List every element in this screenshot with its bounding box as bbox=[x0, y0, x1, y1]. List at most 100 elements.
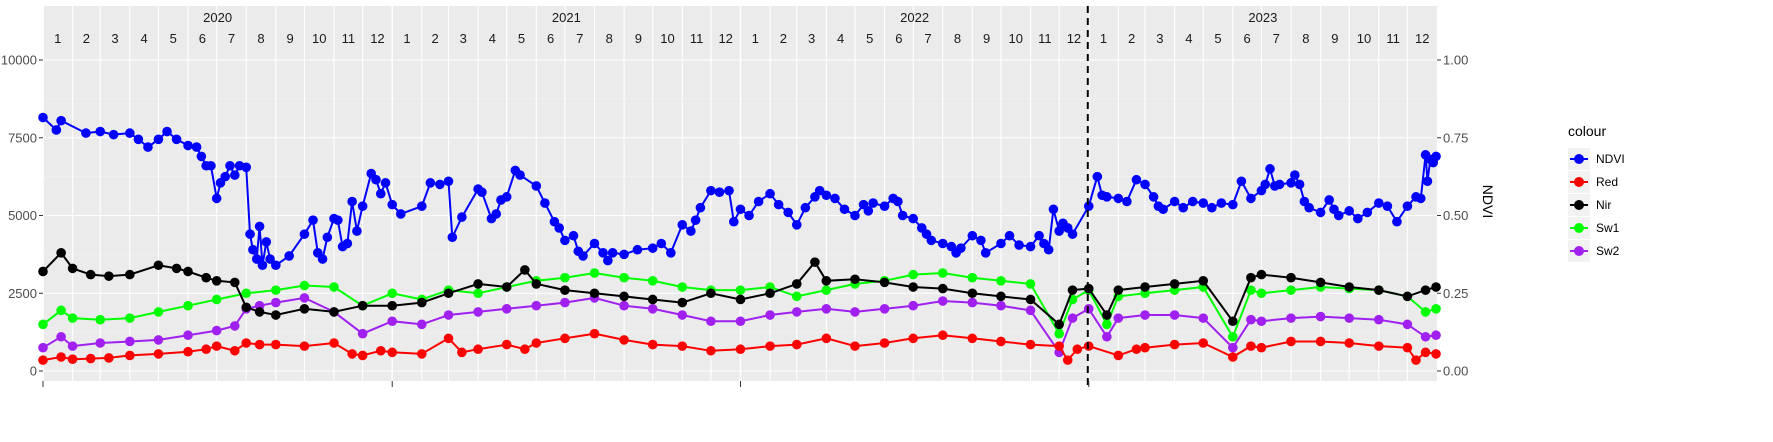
data-point bbox=[714, 187, 725, 197]
data-point bbox=[329, 338, 339, 348]
data-point bbox=[690, 215, 701, 225]
left-axis-tick-label: 0 bbox=[30, 364, 37, 379]
data-point bbox=[443, 310, 454, 320]
data-point bbox=[329, 307, 339, 317]
data-point bbox=[1178, 202, 1188, 213]
data-point bbox=[196, 151, 207, 162]
strip-month-label: 2 bbox=[780, 31, 787, 46]
strip-month-label: 10 bbox=[660, 31, 674, 46]
data-point bbox=[1113, 350, 1124, 361]
data-point bbox=[540, 198, 550, 208]
data-point bbox=[1431, 349, 1441, 359]
data-point bbox=[765, 288, 775, 299]
data-point bbox=[677, 341, 688, 351]
data-point bbox=[724, 185, 734, 196]
data-point bbox=[765, 188, 775, 199]
legend-item-ndvi: NDVI bbox=[1568, 148, 1625, 170]
data-point bbox=[396, 209, 406, 219]
data-point bbox=[773, 199, 784, 210]
data-point bbox=[1392, 216, 1402, 227]
strip-month-label: 1 bbox=[54, 31, 61, 46]
right-axis-tick-label: 1.00 bbox=[1443, 53, 1468, 68]
data-point bbox=[387, 288, 398, 299]
strip-month-label: 9 bbox=[287, 31, 294, 46]
data-point bbox=[229, 277, 240, 288]
data-point bbox=[1092, 171, 1103, 182]
strip-month-label: 4 bbox=[837, 31, 844, 46]
data-point bbox=[162, 126, 172, 137]
data-point bbox=[1131, 344, 1142, 355]
data-point bbox=[38, 266, 48, 277]
strip-month-label: 3 bbox=[460, 31, 467, 46]
data-point bbox=[457, 212, 467, 222]
data-point bbox=[531, 300, 542, 311]
data-point bbox=[619, 249, 629, 260]
data-point bbox=[1286, 272, 1296, 283]
data-point bbox=[1228, 331, 1238, 342]
data-point bbox=[850, 307, 860, 317]
data-point bbox=[153, 349, 164, 359]
data-point bbox=[879, 277, 890, 288]
data-point bbox=[1131, 174, 1142, 185]
data-point bbox=[893, 196, 903, 207]
data-point bbox=[317, 254, 328, 264]
data-point bbox=[1256, 269, 1267, 280]
data-point bbox=[996, 291, 1006, 302]
data-point bbox=[1228, 342, 1238, 353]
strip-year-label: 2021 bbox=[552, 10, 581, 25]
strip-month-label: 7 bbox=[924, 31, 931, 46]
strip-month-label: 8 bbox=[606, 31, 613, 46]
data-point bbox=[1431, 330, 1441, 341]
right-axis-tick-label: 0.00 bbox=[1443, 364, 1468, 379]
data-point bbox=[1420, 347, 1431, 358]
data-point bbox=[879, 304, 890, 314]
data-point bbox=[171, 134, 182, 145]
data-point bbox=[220, 171, 231, 182]
right-axis-tick-label: 0.25 bbox=[1443, 286, 1468, 301]
data-point bbox=[647, 304, 658, 314]
data-point bbox=[1315, 311, 1326, 322]
strip-month-label: 4 bbox=[489, 31, 496, 46]
left-axis-tick-label: 10000 bbox=[1, 53, 37, 68]
data-point bbox=[211, 341, 222, 351]
data-point bbox=[868, 198, 878, 208]
data-point bbox=[254, 307, 265, 317]
data-point bbox=[647, 276, 658, 286]
data-point bbox=[491, 209, 502, 219]
data-point bbox=[980, 248, 991, 258]
data-point bbox=[814, 185, 825, 196]
data-point bbox=[821, 285, 832, 295]
strip-month-label: 10 bbox=[1357, 31, 1371, 46]
data-point bbox=[1246, 193, 1256, 204]
data-point bbox=[443, 333, 454, 344]
data-point bbox=[125, 336, 135, 347]
data-point bbox=[501, 282, 512, 292]
data-point bbox=[501, 304, 512, 314]
data-point bbox=[251, 254, 262, 264]
data-point bbox=[1054, 226, 1064, 236]
data-point bbox=[619, 291, 629, 302]
data-point bbox=[254, 221, 265, 232]
data-point bbox=[241, 288, 252, 299]
data-point bbox=[1072, 344, 1083, 355]
data-point bbox=[1236, 176, 1247, 187]
data-point bbox=[201, 344, 211, 355]
data-point bbox=[183, 346, 193, 357]
data-point bbox=[821, 276, 832, 286]
data-point bbox=[879, 338, 890, 348]
data-point bbox=[695, 202, 706, 213]
data-point bbox=[926, 235, 937, 246]
data-point bbox=[443, 176, 454, 187]
data-point bbox=[791, 307, 802, 317]
strip-month-label: 1 bbox=[403, 31, 410, 46]
data-point bbox=[800, 202, 811, 213]
data-point bbox=[387, 316, 398, 327]
data-point bbox=[473, 288, 483, 299]
data-point bbox=[531, 338, 542, 348]
data-point bbox=[206, 160, 216, 171]
data-point bbox=[908, 269, 918, 280]
data-point bbox=[241, 338, 252, 348]
data-point bbox=[183, 330, 193, 341]
data-point bbox=[329, 282, 339, 292]
data-point bbox=[1198, 313, 1209, 323]
